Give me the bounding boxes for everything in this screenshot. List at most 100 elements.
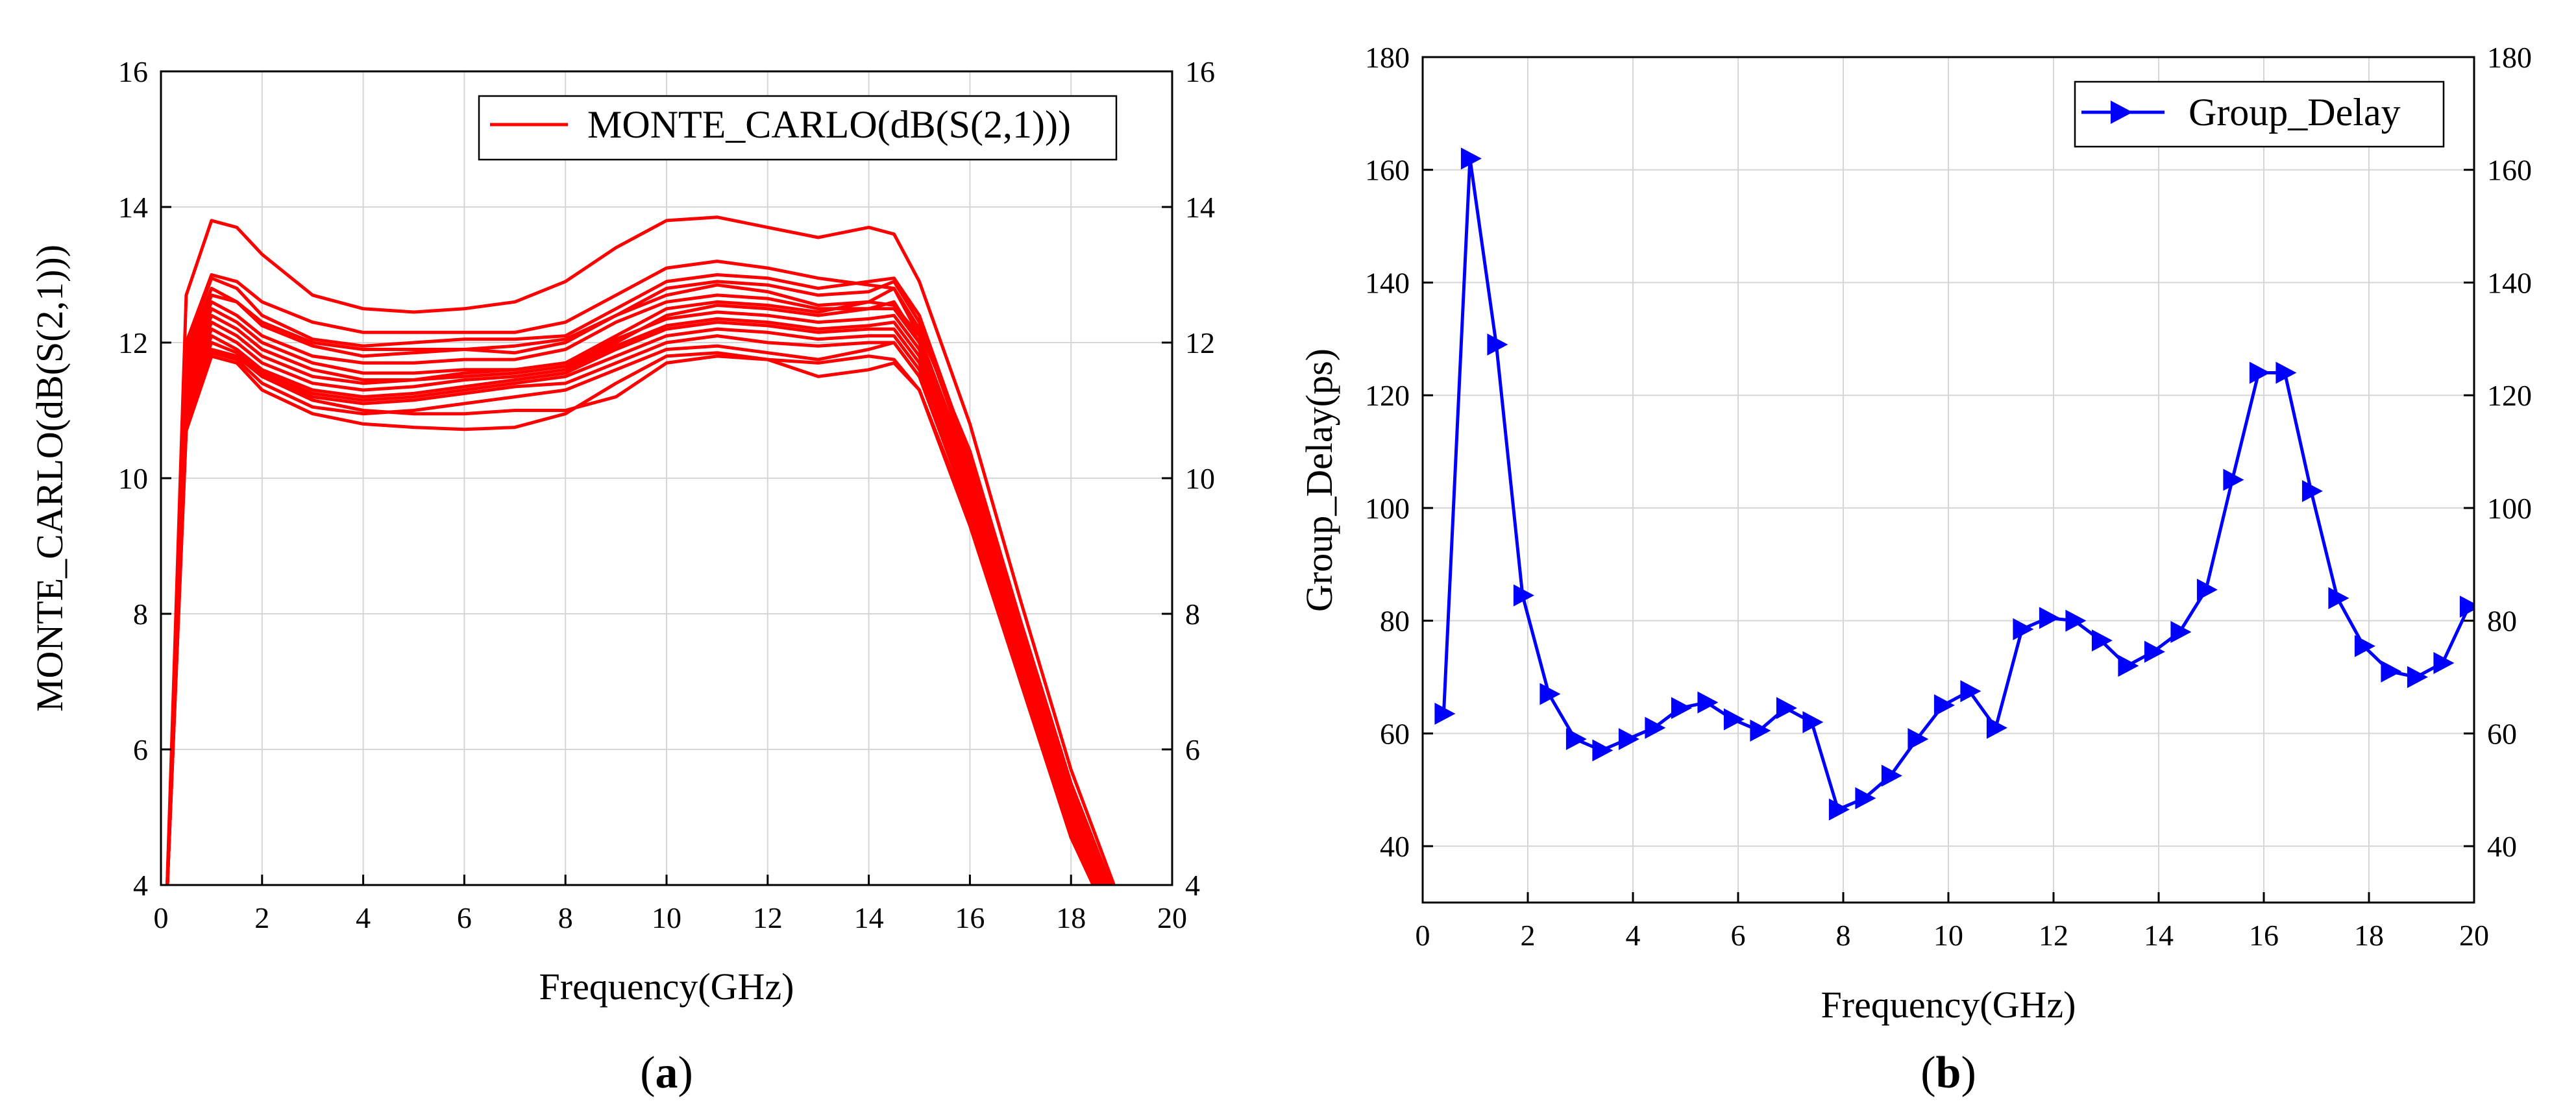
chart-a-y-right-tick-label: 4 — [1185, 869, 1200, 902]
chart-a-x-tick-label: 8 — [558, 901, 573, 934]
chart-b-data-point — [2381, 660, 2402, 683]
chart-b-series-line — [1441, 156, 2471, 812]
chart-b-data-point — [1907, 728, 1929, 751]
chart-b-data-point — [2407, 666, 2428, 688]
chart-a-series-line-14 — [166, 351, 1096, 885]
chart-b: 0 2 4 6 8 10 12 14 16 18 20 40 40 60 60 80 80 100 100 120 12… — [1298, 41, 2532, 1098]
chart-b-legend-marker — [2111, 101, 2133, 124]
chart-a-series-line-9 — [166, 321, 1102, 885]
chart-b-data-point — [1618, 728, 1639, 751]
chart-b-y-right-tick-label: 100 — [2487, 492, 2532, 525]
chart-a-panel-label: (a) — [640, 1048, 693, 1098]
chart-a-series-line-7 — [166, 310, 1106, 885]
chart-a-x-tick-label: 20 — [1157, 901, 1187, 934]
chart-a-series-line-13 — [166, 351, 1097, 885]
chart-a-y-tick-label: 10 — [118, 462, 148, 495]
chart-b-x-tick-label: 8 — [1836, 919, 1851, 952]
chart-b-x-tick-label: 20 — [2459, 919, 2489, 952]
chart-b-y-right-tick-label: 40 — [2487, 830, 2517, 863]
chart-b-data-point — [2091, 629, 2113, 652]
chart-b-x-tick-label: 0 — [1416, 919, 1430, 952]
chart-b-data-point — [2013, 618, 2034, 640]
chart-b-y-right-tick-label: 140 — [2487, 266, 2532, 299]
chart-b-ticks: 0 2 4 6 8 10 12 14 16 18 20 40 40 60 60 80 80 100 100 120 12… — [1365, 41, 2532, 952]
chart-a-series-line-10 — [166, 327, 1101, 885]
chart-b-data-point — [1723, 708, 1745, 731]
chart-b-y-tick-label: 80 — [1380, 605, 1410, 638]
chart-b-data-point — [2354, 635, 2375, 657]
chart-b-y-tick-label: 60 — [1380, 717, 1410, 750]
chart-b-data-point — [2196, 578, 2218, 601]
chart-b-y-right-tick-label: 120 — [2487, 379, 2532, 412]
chart-a-series-line-1 — [165, 215, 1116, 885]
chart-a-x-tick-label: 0 — [154, 901, 169, 934]
chart-b-x-tick-label: 4 — [1626, 919, 1641, 952]
chart-b-data-point — [1645, 716, 1666, 739]
chart-a-legend-label: MONTE_CARLO(dB(S(2,1))) — [587, 103, 1071, 146]
chart-a-y-right-tick-label: 8 — [1185, 598, 1200, 631]
chart-b-data-point — [2223, 468, 2244, 491]
chart-b-data-point — [2328, 587, 2349, 609]
chart-b-y-tick-label: 40 — [1380, 830, 1410, 863]
chart-b-x-axis-label: Frequency(GHz) — [1821, 984, 2076, 1026]
chart-b-y-right-tick-label: 80 — [2487, 605, 2517, 638]
chart-b-data-point — [1802, 711, 1824, 734]
chart-a-x-tick-label: 12 — [753, 901, 783, 934]
chart-b-y-tick-label: 140 — [1365, 266, 1410, 299]
chart-a-y-right-tick-label: 10 — [1185, 462, 1215, 495]
chart-a-legend-box — [478, 95, 1118, 161]
chart-b-data-point — [2170, 621, 2192, 644]
chart-b-y-tick-label: 120 — [1365, 379, 1410, 412]
chart-b-y-axis-label: Group_Delay(ps) — [1298, 348, 1340, 612]
chart-b-x-tick-label: 18 — [2354, 919, 2384, 952]
chart-b-data-point — [2459, 595, 2474, 618]
chart-b-x-tick-label: 10 — [1933, 919, 1963, 952]
chart-b-y-tick-label: 180 — [1365, 41, 1410, 74]
chart-a-x-tick-label: 16 — [955, 901, 985, 934]
chart-b-x-tick-label: 2 — [1521, 919, 1536, 952]
chart-a-y-right-tick-label: 6 — [1185, 733, 1200, 766]
chart-b-data-point — [1750, 720, 1771, 742]
chart-a-x-tick-label: 6 — [457, 901, 472, 934]
chart-b-data-point — [1881, 764, 1902, 787]
chart-a-y-right-tick-label: 16 — [1185, 55, 1215, 88]
chart-b-data-point — [1434, 702, 1456, 725]
chart-b-data-point — [1513, 584, 1534, 607]
chart-b-y-right-tick-label: 180 — [2487, 41, 2532, 74]
chart-b-data-point — [1855, 787, 1876, 810]
chart-a-legend: MONTE_CARLO(dB(S(2,1))) — [478, 95, 1118, 161]
chart-b-legend: Group_Delay — [2074, 80, 2445, 148]
chart-a-y-axis-label: MONTE_CARLO(dB(S(2,1))) — [29, 245, 71, 712]
chart-b-data-point — [2301, 479, 2323, 502]
chart-a-x-tick-label: 2 — [254, 901, 269, 934]
chart-b-data-point — [1697, 691, 1719, 714]
chart-a-gridlines — [161, 71, 1172, 885]
chart-a-series-group — [165, 215, 1116, 885]
chart-a-y-tick-label: 12 — [118, 326, 148, 359]
chart-a-y-right-tick-label: 12 — [1185, 326, 1215, 359]
chart-b-x-tick-label: 12 — [2039, 919, 2068, 952]
chart-b-data-point — [1539, 683, 1561, 705]
chart-b-data-point — [1828, 798, 1850, 821]
chart-a-y-tick-label: 14 — [118, 191, 148, 224]
chart-a-x-tick-label: 14 — [854, 901, 884, 934]
chart-a-y-tick-label: 16 — [118, 55, 148, 88]
chart-b-data-point — [1933, 694, 1955, 716]
chart-b-y-right-tick-label: 60 — [2487, 717, 2517, 750]
chart-a-y-tick-label: 8 — [133, 598, 148, 631]
chart-b-panel-label: (b) — [1920, 1048, 1976, 1098]
chart-a-series-line-15 — [166, 283, 1110, 885]
chart-b-x-tick-label: 14 — [2144, 919, 2174, 952]
chart-a-series-line-6 — [166, 300, 1107, 885]
chart-b-data-point — [2249, 361, 2270, 384]
chart-b-series-group — [1434, 147, 2474, 821]
chart-a-y-tick-label: 6 — [133, 733, 148, 766]
chart-b-gridlines — [1423, 57, 2474, 903]
chart-b-y-tick-label: 100 — [1365, 492, 1410, 525]
chart-b-data-point — [2039, 607, 2060, 629]
chart-a-x-tick-label: 18 — [1056, 901, 1086, 934]
chart-b-data-point — [1986, 716, 2007, 739]
